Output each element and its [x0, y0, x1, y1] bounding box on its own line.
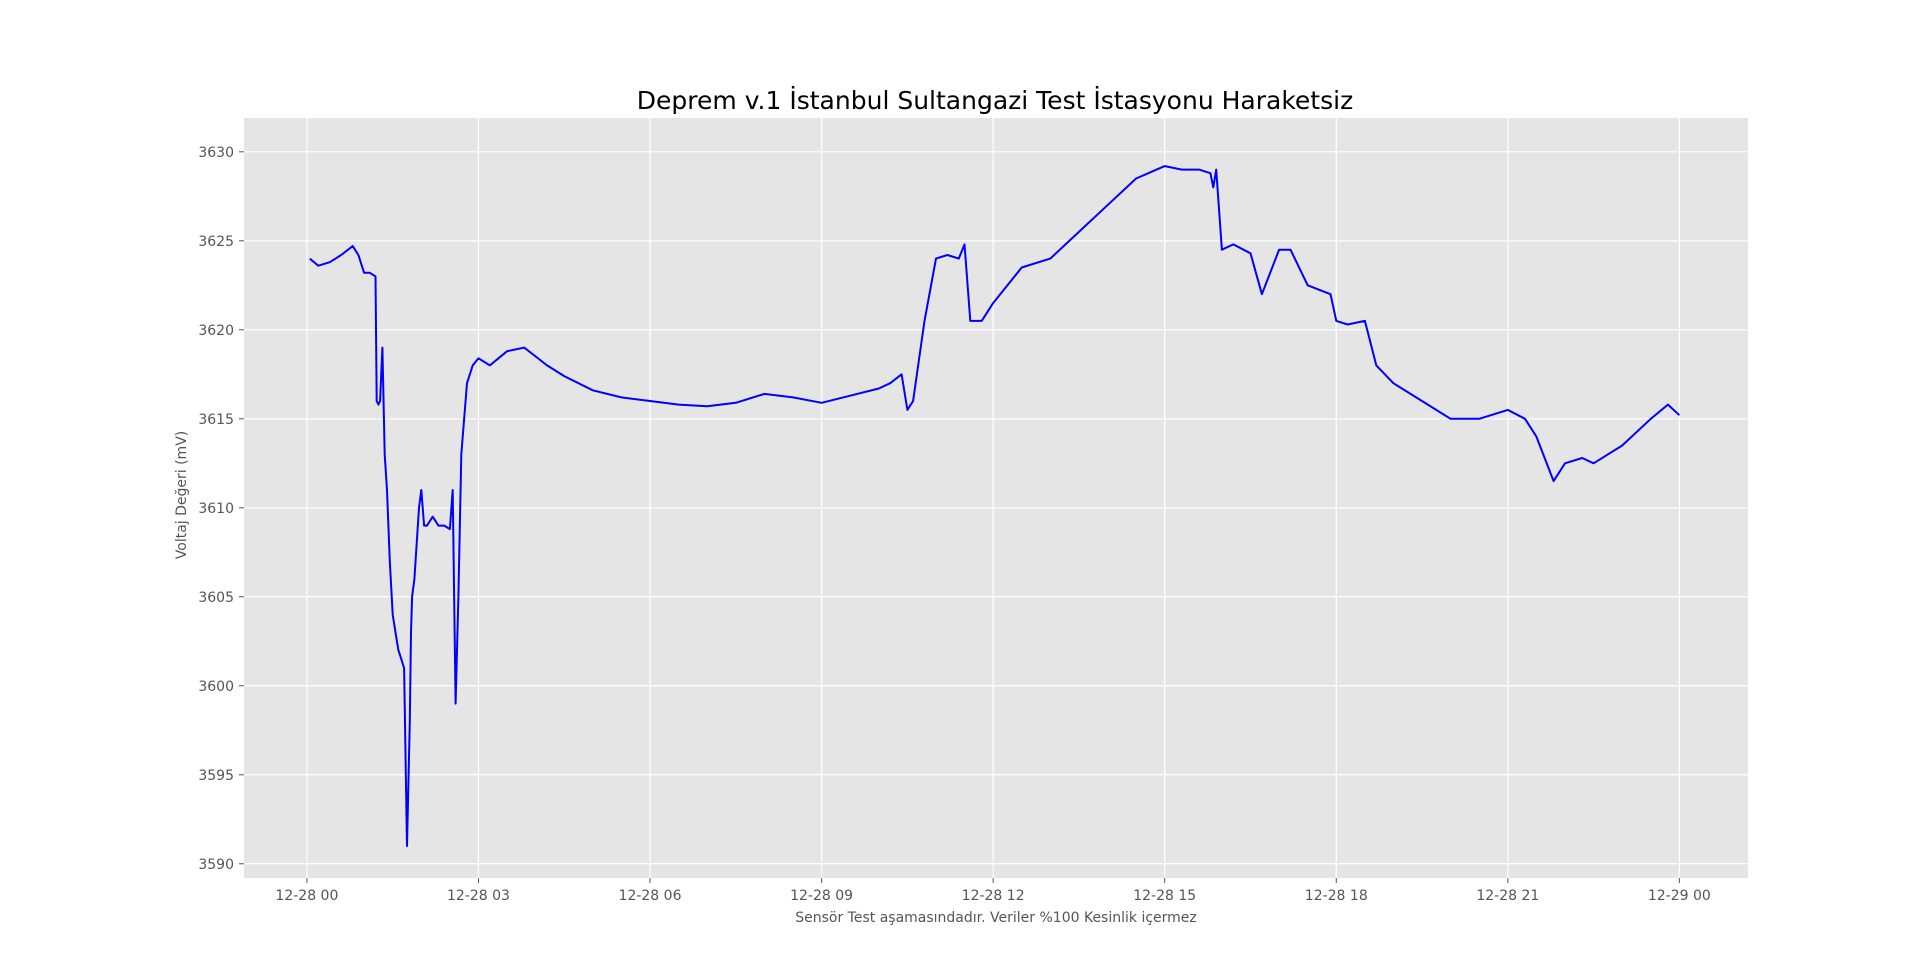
x-tick-label: 12-28 06: [619, 888, 682, 904]
series-line-0: [309, 165, 1681, 847]
y-tick-label: 3610: [198, 501, 234, 517]
x-tick-label: 12-28 18: [1305, 888, 1368, 904]
y-axis-label: Voltaj Değeri (mV): [174, 430, 190, 560]
y-tick-label: 3625: [198, 234, 234, 250]
y-tick-label: 3615: [198, 412, 234, 428]
x-axis-label: Sensör Test aşamasındadır. Veriler %100 …: [795, 910, 1197, 926]
y-tick-label: 3620: [198, 323, 234, 339]
plot-background: [244, 118, 1748, 878]
x-tick-label: 12-29 00: [1648, 888, 1711, 904]
x-tick-label: 12-28 09: [790, 888, 853, 904]
y-tick-label: 3600: [198, 679, 234, 695]
x-tick-label: 12-28 12: [962, 888, 1025, 904]
y-tick-label: 3605: [198, 590, 234, 606]
x-tick-label: 12-28 21: [1476, 888, 1539, 904]
y-tick-label: 3590: [198, 857, 234, 873]
x-tick-label: 12-28 03: [447, 888, 510, 904]
y-tick-label: 3595: [198, 768, 234, 784]
x-tick-label: 12-28 00: [275, 888, 338, 904]
y-tick-label: 3630: [198, 145, 234, 161]
chart-title: Deprem v.1 İstanbul Sultangazi Test İsta…: [636, 86, 1354, 115]
x-tick-label: 12-28 15: [1133, 888, 1196, 904]
